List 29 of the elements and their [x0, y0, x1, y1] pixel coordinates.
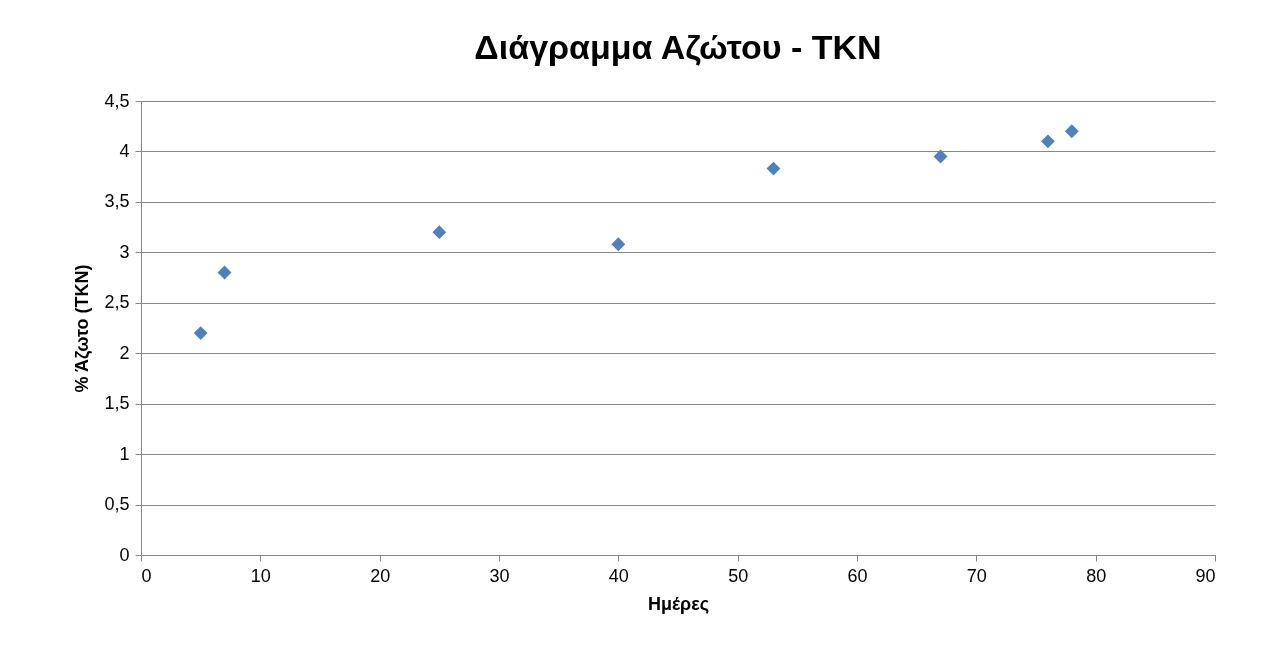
y-axis-title: % Άζωτο (TKN) [72, 264, 94, 393]
point [193, 326, 208, 340]
y-tick-label: 1 [119, 443, 130, 464]
x-tick-label: 30 [489, 565, 510, 586]
y-tick-label: 3,5 [104, 191, 130, 212]
point [1041, 134, 1055, 149]
x-axis-title: Ημέρες [647, 593, 710, 614]
y-tick-label: 3 [119, 241, 130, 262]
x-tick-label: 20 [370, 565, 391, 586]
x-tick-label: 10 [250, 565, 271, 586]
point [611, 237, 626, 252]
x-tick-label: 80 [1086, 565, 1107, 586]
point [432, 225, 447, 240]
x-tick-label: 50 [728, 565, 749, 586]
y-tick-label: 2 [119, 342, 130, 363]
x-tick-label: 60 [847, 565, 868, 586]
y-tick-label: 4 [119, 140, 130, 161]
x-tick-label: 90 [1195, 565, 1216, 586]
point [1064, 124, 1079, 139]
y-tick-label: 2,5 [104, 292, 130, 313]
point [766, 161, 781, 176]
x-tick-label: 0 [141, 565, 152, 586]
y-tick-label: 0 [119, 544, 130, 565]
x-tick-label: 70 [966, 565, 987, 586]
x-tick-label: 40 [608, 565, 629, 586]
y-tick-label: 4,5 [104, 90, 130, 111]
chart-title: Διάγραμμα Αζώτου - TKN [474, 28, 882, 66]
y-tick-label: 0,5 [104, 494, 130, 515]
y-tick-label: 1,5 [104, 393, 130, 414]
